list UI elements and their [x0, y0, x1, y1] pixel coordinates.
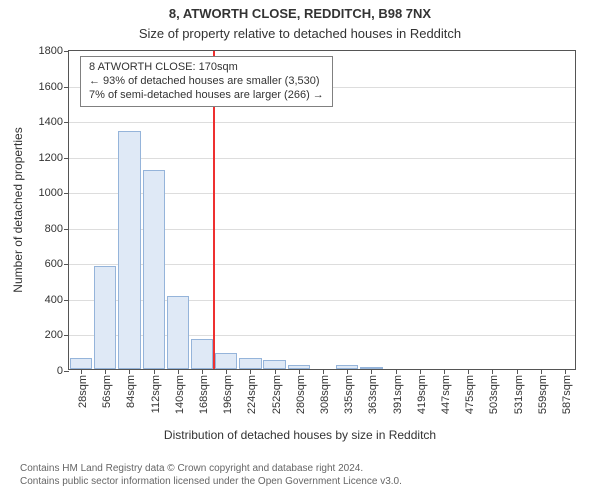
xtick-label: 559sqm — [537, 375, 549, 414]
xtick-label: 56sqm — [101, 375, 113, 408]
histogram-bar — [191, 339, 213, 369]
x-axis-label: Distribution of detached houses by size … — [0, 428, 600, 442]
xtick-mark — [371, 369, 372, 374]
ytick-label: 1800 — [39, 45, 69, 57]
annotation-box: 8 ATWORTH CLOSE: 170sqm ← 93% of detache… — [80, 56, 333, 107]
xtick-mark — [226, 369, 227, 374]
annotation-line: 8 ATWORTH CLOSE: 170sqm — [89, 61, 324, 75]
ytick-label: 800 — [45, 223, 69, 235]
y-axis-label: Number of detached properties — [11, 127, 25, 292]
annotation-line: 7% of semi-detached houses are larger (2… — [89, 89, 324, 103]
xtick-mark — [81, 369, 82, 374]
xtick-mark — [154, 369, 155, 374]
xtick-label: 419sqm — [416, 375, 428, 414]
xtick-label: 363sqm — [367, 375, 379, 414]
xtick-mark — [396, 369, 397, 374]
xtick-label: 140sqm — [174, 375, 186, 414]
xtick-label: 280sqm — [295, 375, 307, 414]
ytick-label: 1000 — [39, 187, 69, 199]
xtick-label: 28sqm — [77, 375, 89, 408]
histogram-bar — [70, 358, 92, 369]
histogram-bar — [263, 360, 285, 369]
ytick-label: 600 — [45, 258, 69, 270]
xtick-mark — [444, 369, 445, 374]
xtick-label: 587sqm — [561, 375, 573, 414]
ytick-label: 400 — [45, 294, 69, 306]
xtick-mark — [129, 369, 130, 374]
annotation-line: ← 93% of detached houses are smaller (3,… — [89, 75, 324, 89]
histogram-bar — [94, 266, 116, 369]
chart-container: { "chart": { "type": "histogram", "title… — [0, 0, 600, 500]
xtick-mark — [347, 369, 348, 374]
xtick-mark — [517, 369, 518, 374]
ytick-label: 1600 — [39, 81, 69, 93]
xtick-label: 196sqm — [222, 375, 234, 414]
ytick-label: 1400 — [39, 116, 69, 128]
xtick-label: 112sqm — [150, 375, 162, 413]
histogram-bar — [118, 131, 140, 369]
gridline — [69, 158, 575, 159]
xtick-mark — [323, 369, 324, 374]
gridline — [69, 122, 575, 123]
xtick-mark — [275, 369, 276, 374]
xtick-mark — [468, 369, 469, 374]
xtick-mark — [299, 369, 300, 374]
xtick-label: 531sqm — [513, 375, 525, 414]
xtick-label: 84sqm — [125, 375, 137, 408]
xtick-mark — [202, 369, 203, 374]
xtick-mark — [565, 369, 566, 374]
xtick-label: 168sqm — [198, 375, 210, 414]
xtick-label: 335sqm — [343, 375, 355, 414]
xtick-label: 475sqm — [464, 375, 476, 414]
chart-title-line1: 8, ATWORTH CLOSE, REDDITCH, B98 7NX — [0, 6, 600, 21]
ytick-label: 200 — [45, 329, 69, 341]
footer-line: Contains HM Land Registry data © Crown c… — [20, 462, 600, 475]
footer-line: Contains public sector information licen… — [20, 475, 600, 488]
xtick-mark — [250, 369, 251, 374]
xtick-label: 252sqm — [271, 375, 283, 414]
ytick-label: 0 — [57, 365, 69, 377]
histogram-bar — [167, 296, 189, 369]
histogram-bar — [239, 358, 261, 369]
histogram-bar — [215, 353, 237, 369]
xtick-label: 308sqm — [319, 375, 331, 414]
xtick-label: 447sqm — [440, 375, 452, 414]
xtick-mark — [420, 369, 421, 374]
xtick-label: 391sqm — [392, 375, 404, 414]
histogram-bar — [143, 170, 165, 369]
xtick-label: 503sqm — [488, 375, 500, 414]
xtick-mark — [178, 369, 179, 374]
xtick-mark — [105, 369, 106, 374]
xtick-label: 224sqm — [246, 375, 258, 414]
xtick-mark — [492, 369, 493, 374]
xtick-mark — [541, 369, 542, 374]
ytick-label: 1200 — [39, 152, 69, 164]
footer-attribution: Contains HM Land Registry data © Crown c… — [0, 462, 600, 488]
chart-title-line2: Size of property relative to detached ho… — [0, 26, 600, 41]
